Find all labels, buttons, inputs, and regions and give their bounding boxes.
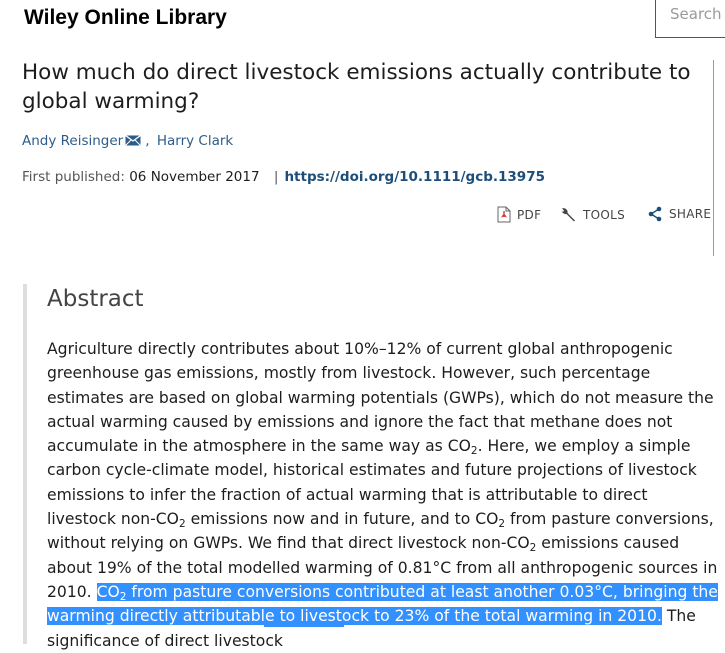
author-link[interactable]: Harry Clark (156, 133, 234, 149)
selected-text-part: CO (96, 582, 120, 601)
first-published-label: First published: (22, 169, 125, 185)
subscript: 2 (119, 590, 127, 603)
site-logo[interactable]: Wiley Online Library (24, 6, 227, 29)
abstract-section: Abstract Agriculture directly contribute… (23, 284, 718, 650)
search-input[interactable] (670, 5, 725, 23)
mail-icon[interactable] (125, 132, 142, 148)
abstract-text-part: from pasture conversions, without relyin… (47, 510, 714, 553)
abstract-text-part: emissions caused about 19% of the total … (47, 534, 718, 601)
right-divider (713, 60, 714, 256)
abstract-text-part: Agriculture directly contributes about 1… (47, 340, 714, 456)
pdf-icon (497, 206, 511, 223)
share-button[interactable]: SHARE (647, 206, 711, 222)
doi-link[interactable]: https://doi.org/10.1111/gcb.13975 (284, 169, 545, 185)
author-separator: , (145, 133, 150, 149)
abstract-heading: Abstract (47, 286, 144, 312)
abstract-text-part: . Here, we employ a simple carbon cycle-… (47, 437, 697, 529)
article-title: How much do direct livestock emissions a… (22, 60, 691, 114)
subscript: 2 (470, 445, 478, 458)
share-label: SHARE (669, 207, 712, 221)
publication-info: First published: 06 November 2017 | https… (22, 169, 545, 185)
author-link[interactable]: Andy Reisinger (22, 133, 124, 149)
selected-text: CO2 from pasture conversions contributed… (47, 582, 718, 626)
abstract-text: Agriculture directly contributes about 1… (47, 337, 719, 653)
wrench-icon (559, 208, 577, 222)
subscript: 2 (178, 518, 186, 531)
tools-button[interactable]: TOOLS (559, 206, 625, 224)
first-published-date: 06 November 2017 (129, 169, 260, 185)
pub-separator: | (273, 169, 279, 185)
pdf-label: PDF (517, 207, 542, 222)
selected-text-part: from pasture conversions contributed at … (47, 582, 718, 626)
search-box[interactable] (655, 0, 725, 38)
abstract-text-part: emissions now and in future, and to CO (185, 510, 499, 529)
tools-label: TOOLS (583, 208, 626, 222)
share-icon (647, 206, 663, 222)
subscript: 2 (498, 518, 506, 531)
pdf-button[interactable]: PDF (497, 206, 541, 223)
subscript: 2 (529, 542, 537, 555)
author-list: Andy Reisinger, Harry Clark (22, 133, 233, 149)
selection-fragment (264, 622, 344, 627)
